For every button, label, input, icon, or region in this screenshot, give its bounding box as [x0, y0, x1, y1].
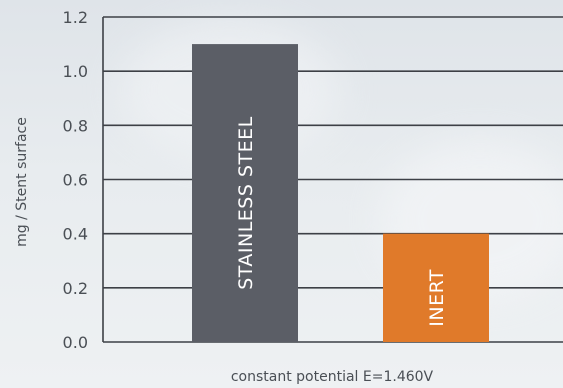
- y-tick-label: 0.8: [63, 116, 88, 135]
- bars: STAINLESS STEEL INERT: [192, 44, 489, 342]
- bar-category-label: INERT: [426, 269, 448, 327]
- x-axis-label: constant potential E=1.460V: [231, 369, 434, 385]
- y-tick-label: 1.2: [63, 8, 88, 27]
- y-tick-label: 0.2: [63, 279, 88, 298]
- gridlines: [103, 16, 563, 343]
- y-tick-label: 1.0: [63, 62, 88, 81]
- y-axis-ticks: 0.0 0.2 0.4 0.6 0.8 1.0 1.2: [63, 8, 88, 352]
- y-tick-label: 0.0: [63, 333, 88, 352]
- y-tick-label: 0.6: [63, 171, 88, 190]
- y-tick-label: 0.4: [63, 225, 88, 244]
- bar: [383, 233, 489, 342]
- bar: [192, 44, 298, 342]
- y-axis-label: mg / Stent surface: [14, 117, 30, 247]
- bar-category-label: STAINLESS STEEL: [235, 116, 257, 290]
